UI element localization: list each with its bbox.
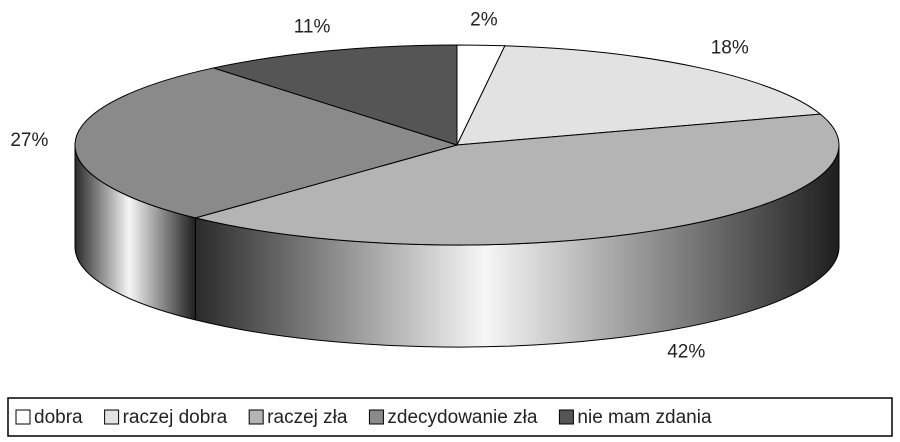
- data-label: 27%: [10, 130, 48, 151]
- legend-label: zdecydowanie zła: [387, 407, 537, 428]
- data-label: 42%: [667, 342, 705, 363]
- pie-slice: [211, 44, 458, 146]
- pie-slice: [74, 67, 459, 219]
- pie-slice: [456, 45, 822, 146]
- pie-slice: [193, 113, 840, 246]
- legend-swatch: [104, 409, 120, 425]
- data-label: 18%: [711, 38, 749, 59]
- legend-label: raczej zła: [267, 407, 348, 428]
- legend-box: [7, 397, 893, 437]
- legend-label: nie mam zdania: [577, 407, 712, 428]
- data-label: 2%: [470, 9, 498, 30]
- legend-swatch: [15, 409, 31, 425]
- legend-swatch: [248, 409, 264, 425]
- legend-label: dobra: [34, 407, 83, 428]
- legend-label: raczej dobra: [123, 407, 228, 428]
- legend-swatch: [368, 409, 384, 425]
- legend-swatch: [558, 409, 574, 425]
- data-label: 11%: [294, 16, 331, 37]
